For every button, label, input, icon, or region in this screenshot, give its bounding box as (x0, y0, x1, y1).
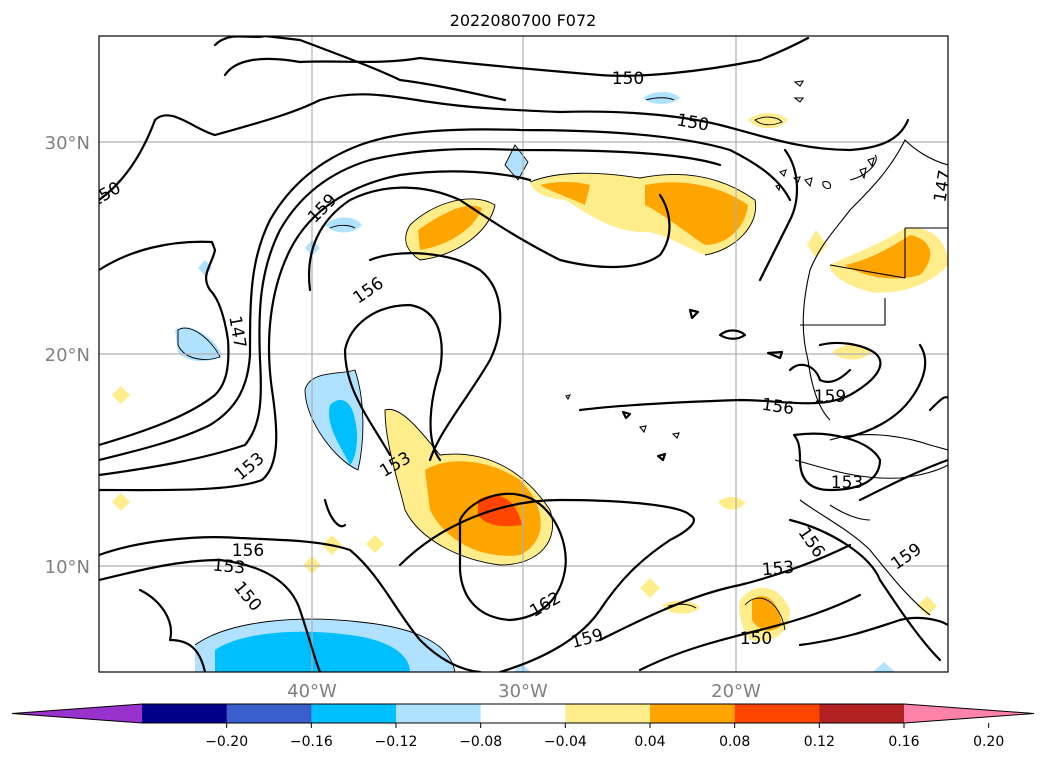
lon-label-30w: 30°W (498, 681, 548, 702)
contour-label: 150 (612, 69, 644, 89)
height-contours (99, 36, 948, 672)
colorbar: −0.20 −0.16 −0.12 −0.08 −0.04 0.04 0.08 0.12 0.1… (11, 703, 1035, 750)
lat-label-30n: 30°N (45, 133, 90, 154)
lat-label-10n: 10°N (45, 557, 90, 578)
colorbar-swatch (480, 704, 566, 723)
colorbar-swatch (734, 704, 820, 723)
colorbar-swatch (311, 704, 397, 723)
contour-label: 156 (232, 541, 264, 561)
contour-label: 150 (740, 629, 772, 649)
shading-positive (112, 113, 948, 642)
colorbar-tick-label: 0.12 (804, 734, 835, 750)
longitude-labels: 40°W 30°W 20°W (287, 681, 761, 702)
colorbar-swatch (396, 704, 482, 723)
colorbar-tick-label: 0.04 (634, 734, 665, 750)
contour-label: 147 (930, 168, 955, 203)
colorbar-extend-high (904, 704, 1034, 723)
colorbar-tick-label: −0.16 (290, 734, 333, 750)
colorbar-tick-label: 0.16 (888, 734, 919, 750)
colorbar-swatch (142, 704, 228, 723)
lat-label-20n: 20°N (45, 345, 90, 366)
colorbar-outline (11, 703, 1035, 724)
lon-label-20w: 20°W (711, 681, 761, 702)
lon-label-40w: 40°W (287, 681, 337, 702)
colorbar-tick-label: −0.08 (459, 734, 502, 750)
colorbar-tick-label: −0.20 (205, 734, 248, 750)
latitude-labels: 30°N 20°N 10°N (45, 133, 90, 578)
map-title: 2022080700 F072 (450, 11, 597, 30)
map-frame (98, 35, 949, 673)
colorbar-tick-label: 0.20 (973, 734, 1004, 750)
contour-label: 153 (761, 558, 795, 581)
graticule (99, 36, 948, 672)
colorbar-swatch (819, 704, 905, 723)
colorbar-extend-low (12, 704, 142, 723)
colorbar-tick-label: −0.12 (375, 734, 418, 750)
colorbar-tick-label: 0.08 (719, 734, 750, 750)
contour-label: 159 (814, 387, 846, 407)
map-area: 150 150 159 156 147 153 153 156 153 150 … (99, 36, 955, 672)
contour-label: 153 (831, 473, 863, 493)
coastlines (565, 80, 948, 616)
colorbar-swatch (565, 704, 651, 723)
contour-label: 153 (212, 556, 246, 579)
colorbar-tick-label: −0.04 (544, 734, 587, 750)
colorbar-swatch (226, 704, 312, 723)
contour-label: 156 (760, 395, 795, 419)
shading-outlines (177, 97, 786, 672)
colorbar-swatch (650, 704, 736, 723)
